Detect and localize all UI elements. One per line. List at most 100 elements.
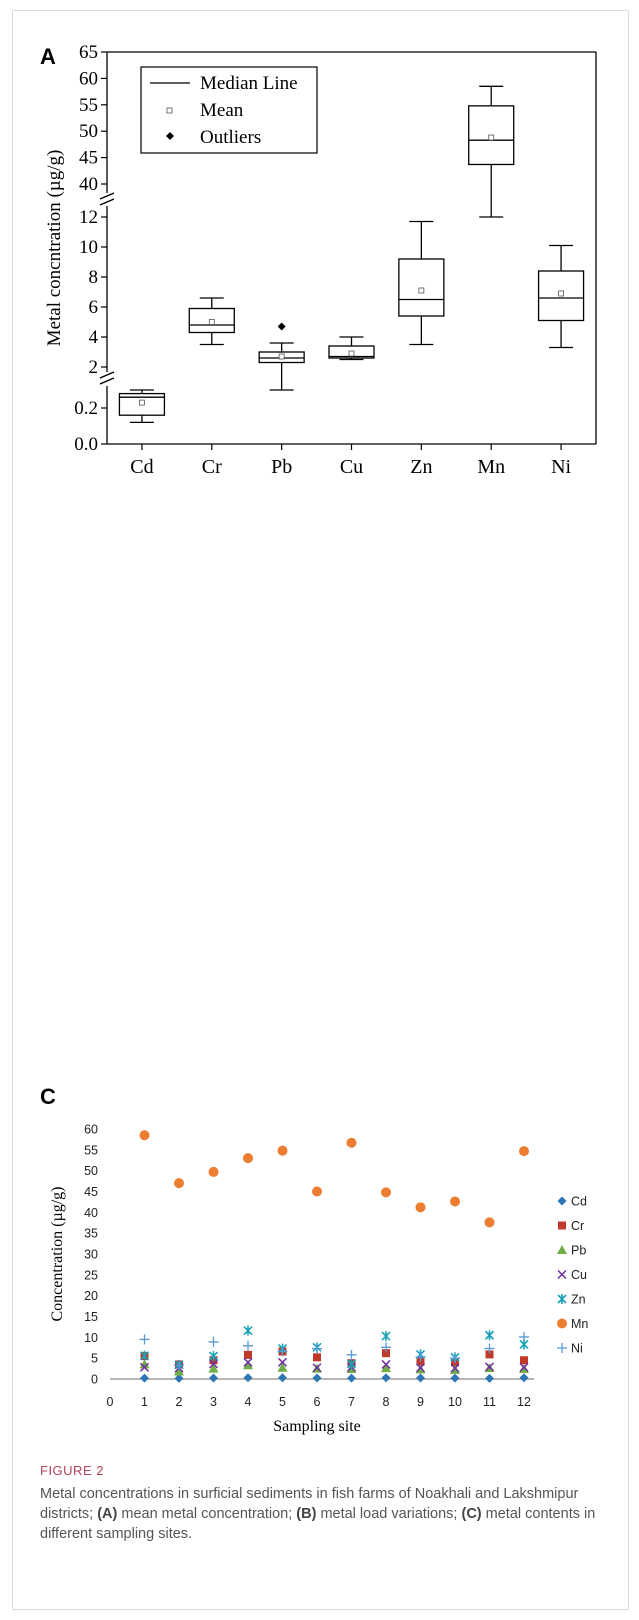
point-Mn [519,1146,529,1157]
y-tick-label: 60 [79,68,98,89]
x-tick-label: 7 [348,1395,355,1409]
y-tick-label: 2 [89,357,99,378]
x-tick-label: 4 [245,1395,252,1409]
y-tick-label: 40 [84,1206,98,1220]
y-tick-label: 60 [84,1123,98,1137]
point-Mn [174,1178,184,1189]
box-Pb [258,322,305,391]
legend-marker-Pb [557,1245,567,1254]
point-Ni [312,1343,322,1354]
series-Cu [139,1357,529,1373]
mean-marker [139,399,145,406]
point-Ni [277,1346,288,1357]
legend-label: Cd [571,1195,587,1209]
caption-part: metal load variations; [316,1506,462,1522]
x-tick-label: Zn [410,456,432,478]
box-Cr [188,297,235,346]
point-Pb [381,1363,391,1373]
series-Cr [140,1347,528,1369]
point-Zn [243,1325,253,1336]
point-Cd [381,1373,391,1383]
y-tick-label: 55 [79,95,98,116]
point-Zn [208,1351,219,1362]
point-Ni [139,1334,150,1345]
point-Cu [139,1362,150,1372]
y-tick-label: 0.0 [74,434,98,455]
point-Cu [519,1362,529,1372]
point-Cr [244,1350,252,1359]
legend-label: Outliers [200,127,261,148]
legend-label: Zn [571,1293,586,1307]
outlier-marker [277,322,286,331]
box-rect [398,258,445,317]
point-Cd [278,1373,287,1383]
point-Mn [450,1196,460,1207]
mean-marker [418,287,425,294]
x-tick-label: 12 [517,1395,531,1409]
legend-marker-Zn [557,1294,567,1304]
axis-break-mark [99,198,115,206]
caption-part: metal contents in different sampling sit… [40,1506,596,1542]
mean-marker [208,319,215,325]
legend-outlier-swatch [166,132,174,140]
point-Cu [484,1362,495,1372]
point-Ni [450,1353,460,1364]
x-tick-label: 11 [483,1395,496,1409]
point-Ni [484,1343,495,1354]
x-tick-label: 1 [141,1395,148,1409]
point-Mn [139,1130,150,1141]
point-Mn [484,1217,495,1228]
legend-marker-Cr [558,1221,566,1230]
y-tick-label: 8 [89,267,99,288]
point-Ni [208,1336,219,1347]
caption-part: Metal concentrations in surficial sedime… [40,1486,579,1522]
point-Cd [209,1373,218,1383]
box-Zn [398,220,445,346]
point-Mn [346,1137,357,1148]
y-tick-label: 10 [84,1331,98,1345]
point-Cr [520,1356,528,1365]
box-Ni [537,244,585,349]
point-Cd [485,1373,494,1383]
x-axis-label: Sampling site [273,1418,361,1435]
y-tick-label: 6 [89,297,99,318]
point-Mn [312,1186,322,1197]
x-tick-label: 9 [417,1395,424,1409]
point-Cd [243,1373,253,1383]
point-Zn [346,1359,357,1369]
legend-label: Cr [571,1219,584,1233]
y-tick-label: 45 [84,1185,98,1199]
y-tick-label: 5 [91,1352,98,1366]
point-Cd [347,1373,356,1383]
point-Cd [174,1373,184,1383]
y-axis-label: Metal concntration (µg/g) [44,150,65,347]
figure-label: FIGURE 2 [40,1463,104,1478]
point-Mn [243,1153,253,1164]
axis-break-mark [99,371,115,379]
y-tick-label: 0.2 [74,398,98,419]
series-Mn [139,1130,529,1228]
caption-part: (B) [296,1506,317,1522]
point-Cu [415,1363,426,1373]
mean-marker [558,290,564,297]
panel-letter: A [40,44,56,69]
y-tick-label: 15 [84,1310,98,1324]
series-Pb [139,1359,529,1376]
point-Ni [346,1349,357,1360]
legend-label: Mean [200,100,244,121]
point-Ni [519,1331,529,1342]
figure-caption: Metal concentrations in surficial sedime… [40,1484,625,1544]
x-tick-label: 8 [383,1395,390,1409]
y-tick-label: 4 [89,327,99,348]
legend-label: Pb [571,1244,586,1258]
y-tick-label: 45 [79,148,98,169]
x-tick-label: 5 [279,1395,286,1409]
y-tick-label: 12 [79,207,98,228]
point-Pb [139,1359,150,1369]
axis-break-mark [99,192,115,200]
x-tick-label: Mn [477,456,505,478]
figure-frame [12,10,629,1610]
x-tick-label: 6 [314,1395,321,1409]
point-Cd [140,1373,149,1383]
